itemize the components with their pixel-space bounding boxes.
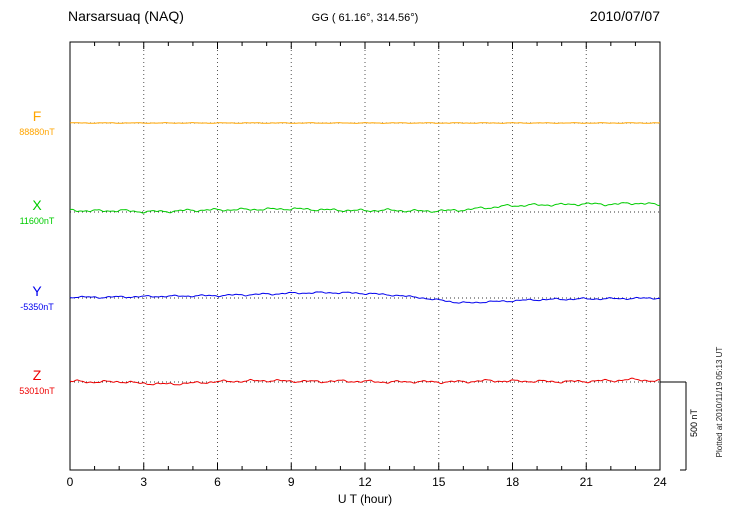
- x-tick-label-9: 9: [288, 475, 295, 489]
- series-label-Y: Y: [32, 283, 42, 299]
- series-baseline-value-F: 88880nT: [19, 127, 55, 137]
- x-tick-label-12: 12: [358, 475, 372, 489]
- x-axis-label: U T (hour): [337, 492, 393, 506]
- plotted-at-note: Plotted at 2010/11/19 05:13 UT: [715, 346, 724, 458]
- x-tick-label-0: 0: [67, 475, 74, 489]
- series-baseline-value-Y: -5350nT: [20, 302, 54, 312]
- x-tick-label-6: 6: [214, 475, 221, 489]
- series-label-X: X: [32, 197, 42, 213]
- trace-F: [69, 122, 661, 124]
- series-label-Z: Z: [32, 367, 42, 383]
- scale-bar-label: 500 nT: [689, 408, 699, 438]
- station-coordinates: GG ( 61.16°, 314.56°): [311, 12, 419, 24]
- series-label-F: F: [32, 108, 42, 124]
- series-baseline-value-Z: 53010nT: [19, 386, 55, 396]
- x-tick-label-18: 18: [506, 475, 520, 489]
- station-title: Narsarsuaq (NAQ): [68, 8, 184, 24]
- trace-X: [70, 202, 661, 214]
- plot-date: 2010/07/07: [589, 8, 660, 24]
- x-tick-label-15: 15: [432, 475, 446, 489]
- x-tick-label-21: 21: [580, 475, 594, 489]
- trace-Y: [69, 291, 661, 304]
- series-baseline-value-X: 11600nT: [19, 216, 55, 226]
- trace-Z: [69, 377, 661, 386]
- x-tick-label-24: 24: [653, 475, 667, 489]
- x-tick-label-3: 3: [140, 475, 147, 489]
